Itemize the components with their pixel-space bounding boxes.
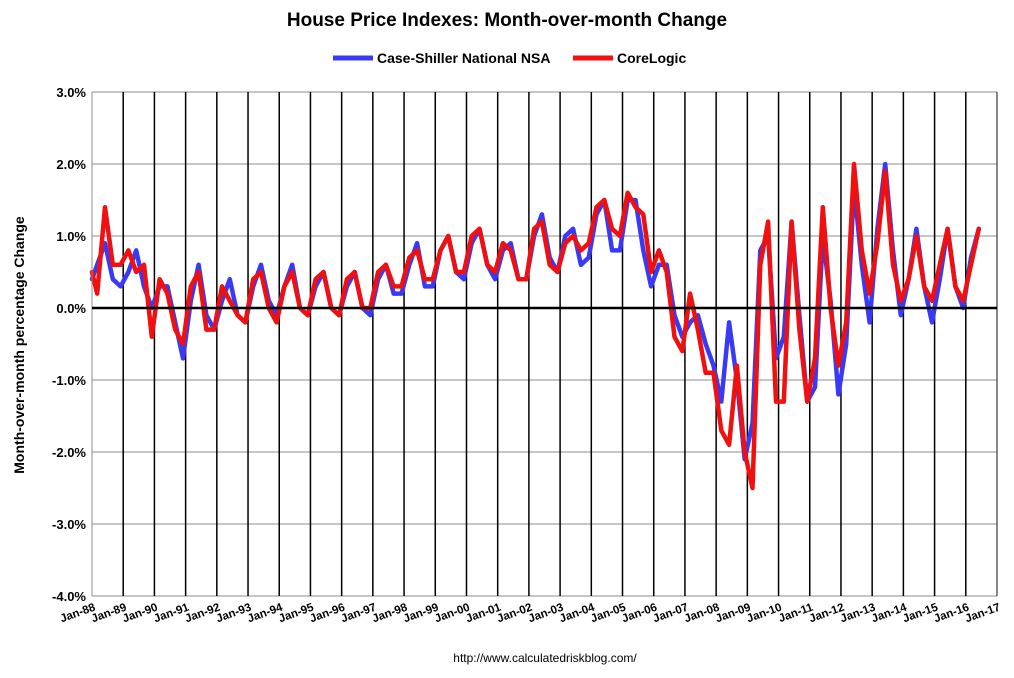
legend-label-corelogic: CoreLogic: [617, 50, 686, 66]
axes: [91, 92, 998, 596]
y-tick-label: 2.0%: [56, 157, 86, 172]
y-tick-label: 3.0%: [56, 85, 86, 100]
y-tick-label: 1.0%: [56, 229, 86, 244]
y-tick-label: -3.0%: [52, 517, 86, 532]
y-axis-label: Month-over-month percentage Change: [11, 216, 27, 474]
gridlines: [92, 91, 998, 597]
source-url: http://www.calculatedriskblog.com/: [453, 651, 637, 665]
legend-label-case-shiller: Case-Shiller National NSA: [377, 50, 551, 66]
legend: Case-Shiller National NSA CoreLogic: [333, 50, 686, 66]
tick-labels: 3.0% 2.0% 1.0% 0.0% -1.0% -2.0% -3.0% -4.0% Jan-…: [52, 85, 1002, 625]
x-tick-label: Jan-17: [964, 602, 1002, 626]
y-tick-label: 0.0%: [56, 301, 86, 316]
chart-title: House Price Indexes: Month-over-month Ch…: [287, 10, 727, 31]
series-line-corelogic: [89, 161, 982, 491]
y-tick-label: -2.0%: [52, 445, 86, 460]
series-lines: [89, 161, 982, 491]
y-tick-label: -1.0%: [52, 373, 86, 388]
y-tick-label: -4.0%: [52, 589, 86, 604]
